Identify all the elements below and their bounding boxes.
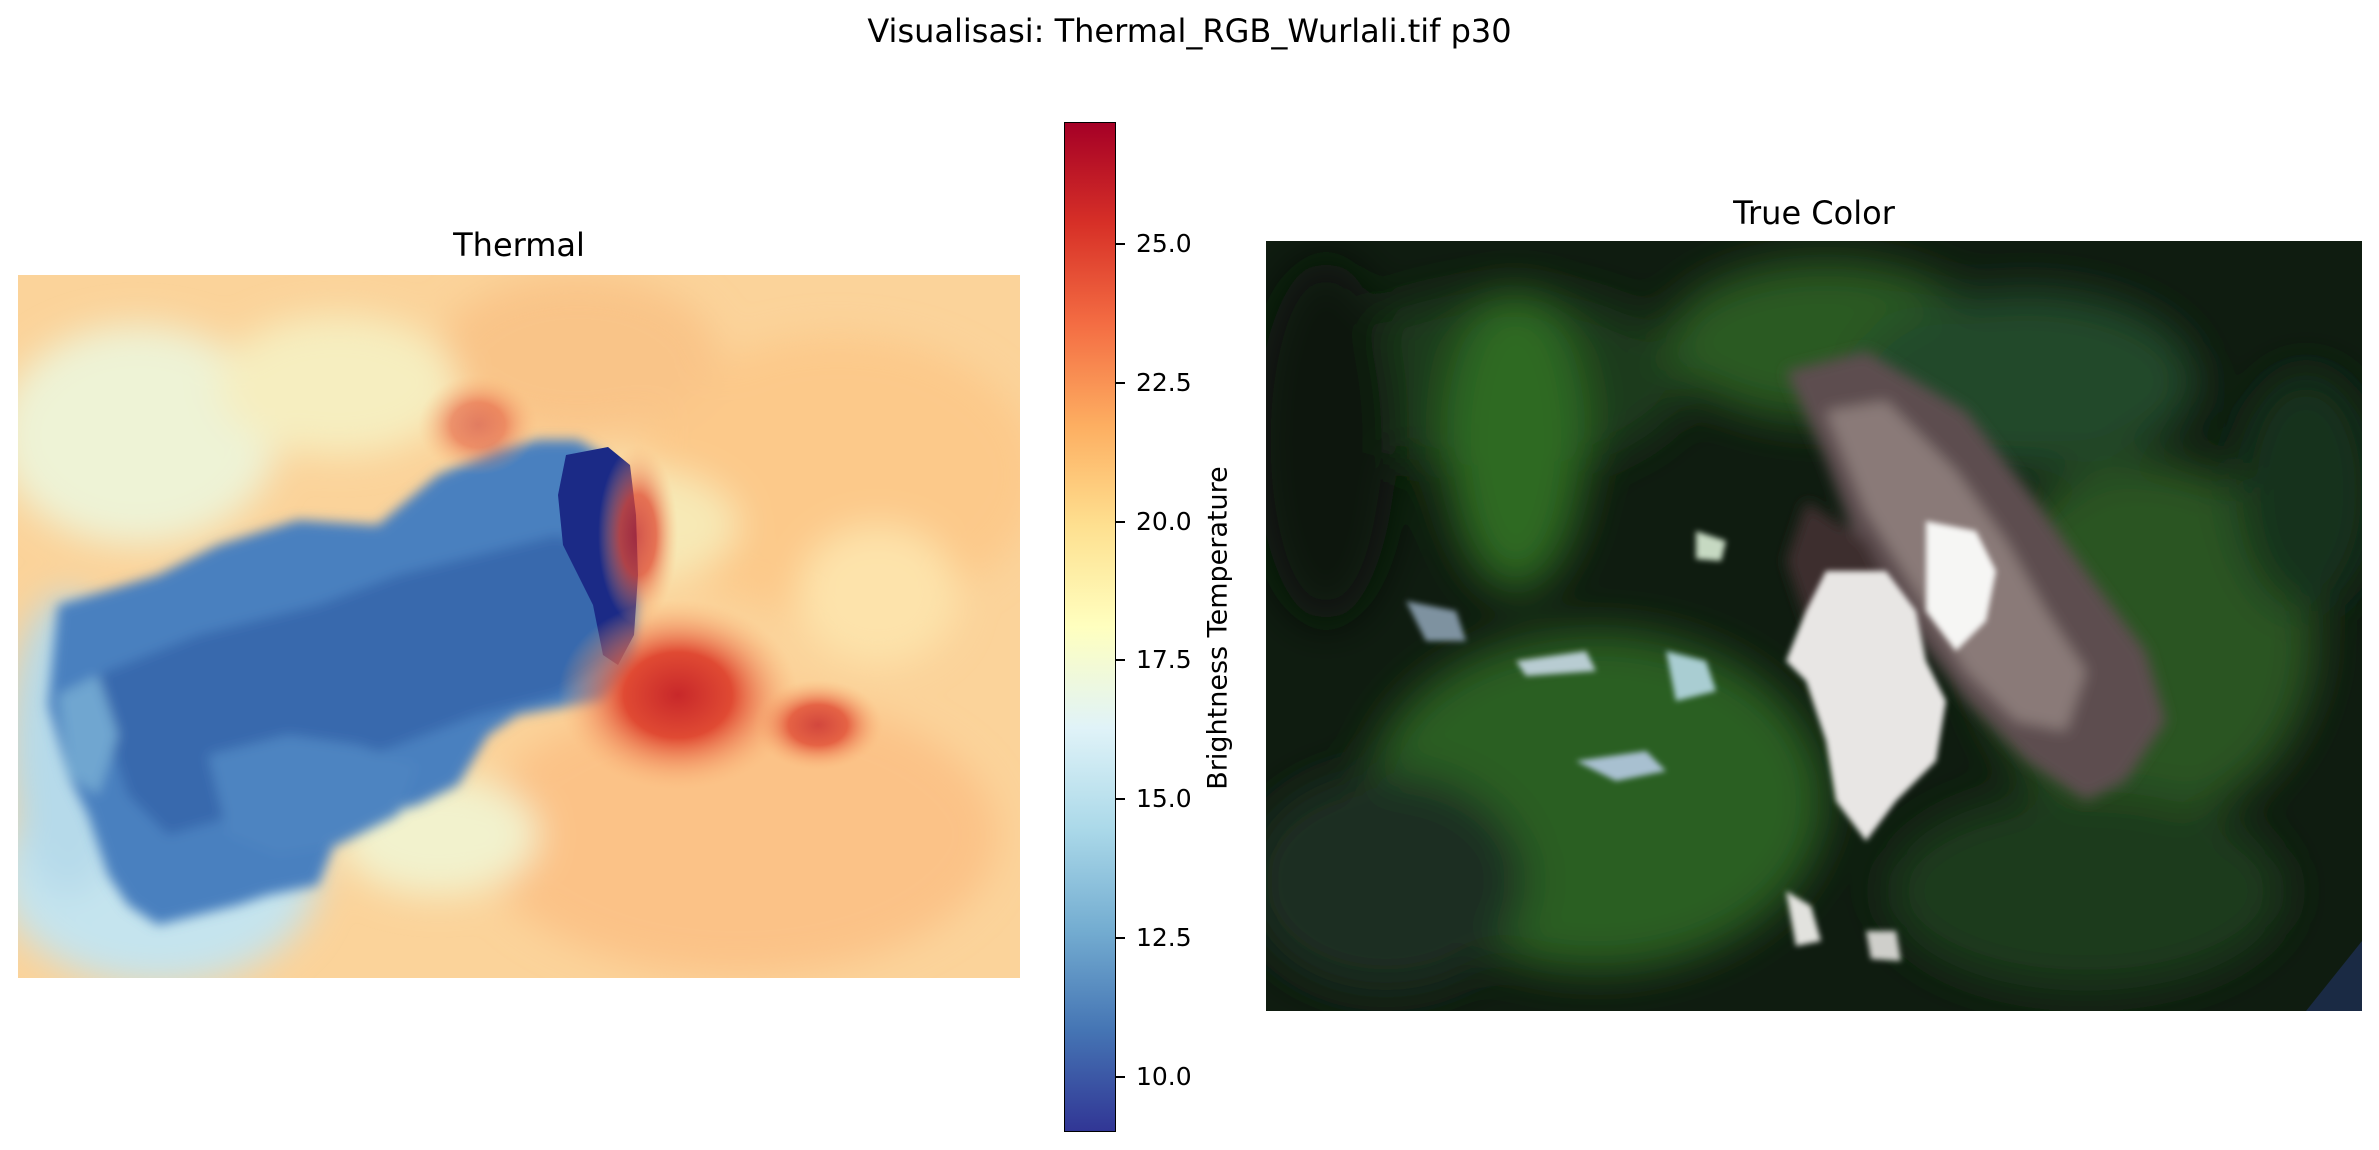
vegetation-layer xyxy=(1266,261,2362,991)
colorbar-tick-label: 17.5 xyxy=(1136,645,1192,675)
colorbar-tick xyxy=(1116,381,1125,384)
lake-corner xyxy=(2306,941,2362,1011)
colorbar-tick xyxy=(1116,798,1125,801)
colorbar-tick-label: 15.0 xyxy=(1136,784,1192,814)
colorbar-tick-label: 12.5 xyxy=(1136,922,1192,952)
colorbar-label: Brightness Temperature xyxy=(1202,466,1234,790)
colorbar-tick xyxy=(1116,520,1125,523)
colorbar-tick xyxy=(1116,936,1125,939)
figure-title: Visualisasi: Thermal_RGB_Wurlali.tif p30 xyxy=(867,12,1512,50)
colorbar-tick-label: 25.0 xyxy=(1136,229,1192,259)
colorbar-tick-label: 10.0 xyxy=(1136,1061,1192,1091)
thermal-hotspot xyxy=(418,375,883,790)
thermal-heatmap xyxy=(18,275,1020,978)
colorbar-tick xyxy=(1116,1075,1125,1078)
thermal-panel-title: Thermal xyxy=(453,226,585,264)
bright-deposits xyxy=(1406,521,1996,961)
truecolor-image xyxy=(1266,241,2362,1011)
colorbar-tick-label: 22.5 xyxy=(1136,367,1192,397)
truecolor-panel-title: True Color xyxy=(1733,194,1895,232)
thermal-cold-plume xyxy=(48,440,638,925)
colorbar-tick-label: 20.0 xyxy=(1136,506,1192,536)
colorbar-tick xyxy=(1116,243,1125,246)
colorbar-tick xyxy=(1116,659,1125,662)
colorbar xyxy=(1064,122,1116,1132)
